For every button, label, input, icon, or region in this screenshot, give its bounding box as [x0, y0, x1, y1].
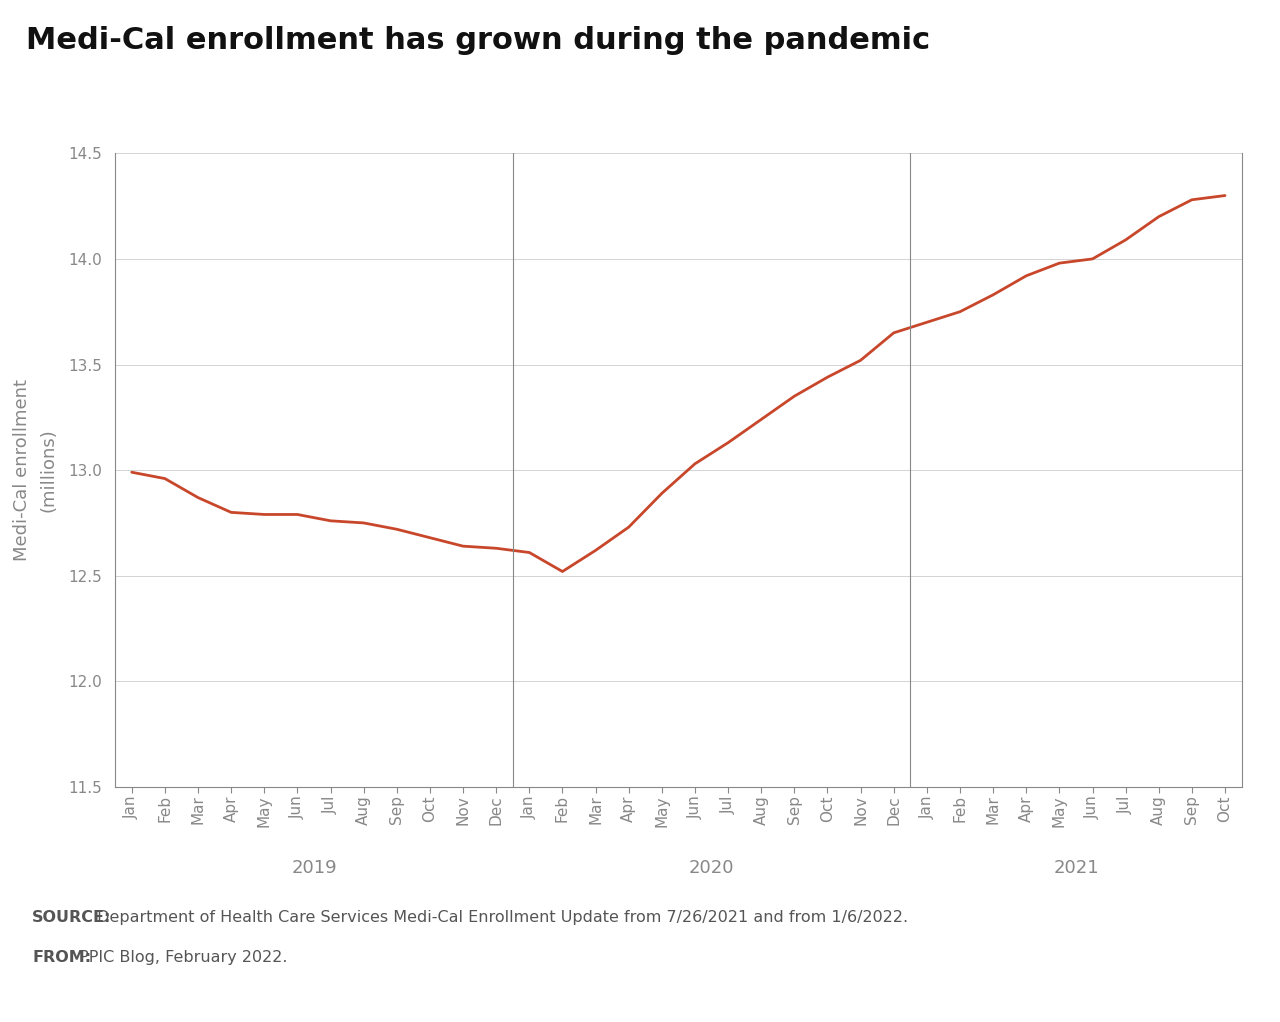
Text: PPIC Blog, February 2022.: PPIC Blog, February 2022.: [74, 950, 288, 966]
Text: Medi-Cal enrollment has grown during the pandemic: Medi-Cal enrollment has grown during the…: [26, 26, 929, 54]
Y-axis label: Medi-Cal enrollment
(millions): Medi-Cal enrollment (millions): [13, 379, 58, 561]
Text: 2020: 2020: [689, 860, 735, 877]
Text: Department of Health Care Services Medi-Cal Enrollment Update from 7/26/2021 and: Department of Health Care Services Medi-…: [92, 910, 909, 925]
Text: 2019: 2019: [291, 860, 337, 877]
Text: FROM:: FROM:: [32, 950, 91, 966]
Text: 2021: 2021: [1053, 860, 1098, 877]
Text: SOURCE:: SOURCE:: [32, 910, 111, 925]
